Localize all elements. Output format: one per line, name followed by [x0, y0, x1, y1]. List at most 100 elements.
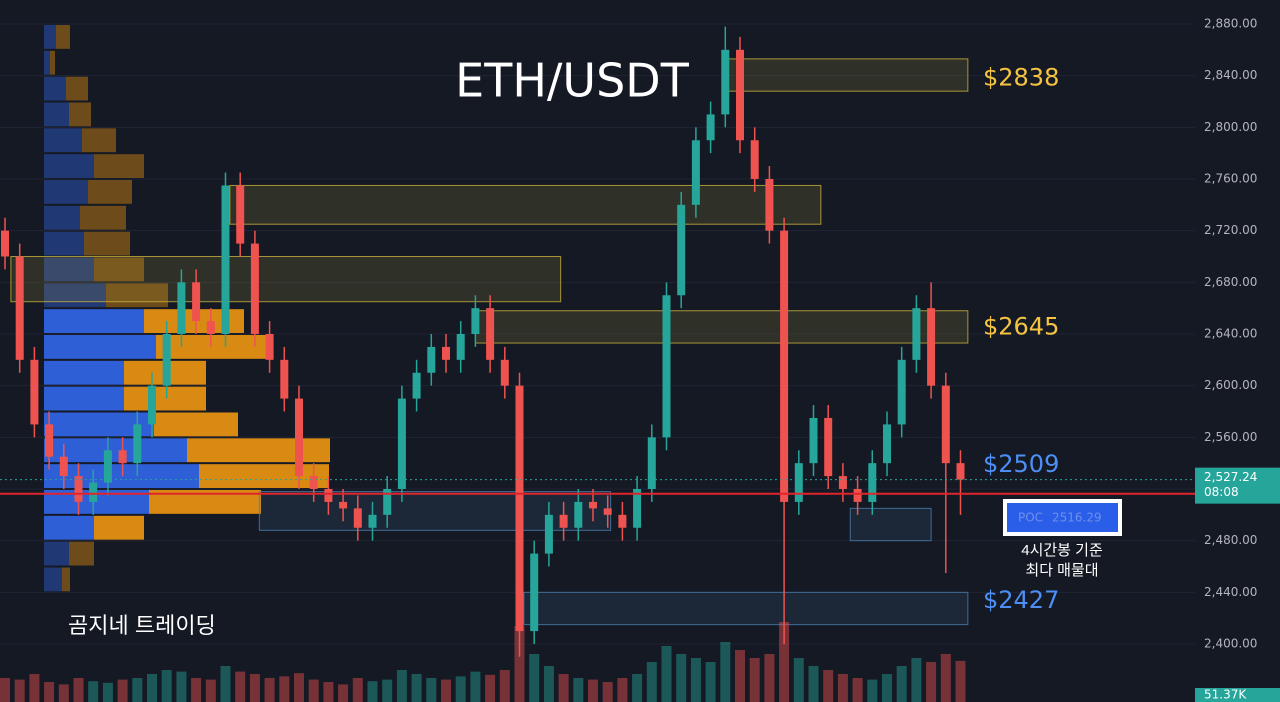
volume-bar — [396, 670, 407, 702]
volume-bar — [529, 654, 540, 702]
last-price-label: 2,527.24 — [1204, 470, 1257, 484]
profile-buy — [44, 231, 84, 256]
profile-sell — [124, 386, 206, 411]
profile-buy — [44, 50, 50, 75]
candle-body — [353, 508, 362, 528]
profile-sell — [66, 76, 88, 101]
profile-buy — [44, 102, 69, 127]
candle-body — [677, 204, 686, 296]
volume-bar — [117, 679, 128, 702]
candle-body — [868, 463, 877, 502]
candle-body — [280, 359, 289, 399]
price-axis — [1195, 0, 1280, 702]
volume-bar — [808, 666, 819, 702]
profile-sell — [154, 412, 238, 437]
y-tick-label: 2,840.00 — [1204, 68, 1257, 82]
profile-sell — [80, 205, 126, 230]
volume-bar — [161, 670, 172, 702]
volume-bar — [470, 671, 481, 702]
candle-body — [838, 476, 847, 489]
volume-bar — [543, 666, 554, 702]
candle-body — [397, 398, 406, 489]
candle-body — [59, 456, 68, 477]
profile-buy — [44, 412, 154, 437]
zone — [10, 256, 562, 303]
volume-label: 51.37K — [1204, 688, 1247, 702]
profile-sell — [50, 50, 55, 75]
candle-body — [618, 514, 627, 528]
volume-bar — [646, 662, 657, 702]
candle-body — [74, 476, 83, 502]
candle-body — [500, 359, 509, 386]
y-tick-label: 2,760.00 — [1204, 172, 1257, 186]
candle-body — [736, 49, 744, 141]
profile-buy — [44, 515, 94, 540]
profile-buy — [44, 257, 94, 282]
profile-sell — [56, 25, 70, 49]
volume-bar — [896, 666, 907, 702]
candle-body — [471, 308, 480, 334]
volume-bar — [308, 679, 319, 702]
profile-sell — [199, 464, 329, 488]
candle-body — [456, 334, 465, 360]
volume-bar — [779, 622, 790, 702]
volume-bar — [323, 682, 334, 702]
candle-body — [647, 437, 656, 489]
watermark: 곰지네 트레이딩 — [68, 613, 216, 638]
y-tick-label: 2,680.00 — [1204, 275, 1257, 289]
y-tick-label: 2,640.00 — [1204, 327, 1257, 341]
volume-bar — [852, 678, 863, 702]
volume-bar — [14, 679, 25, 702]
profile-sell — [69, 541, 94, 566]
candle-body — [133, 424, 142, 464]
poc-note: 4시간봉 기준 — [1021, 542, 1103, 559]
candle-body — [941, 385, 950, 464]
profile-buy — [44, 567, 62, 592]
volume-bar — [882, 674, 892, 702]
price-annotation: $2838 — [983, 63, 1059, 91]
volume-bar — [676, 654, 687, 702]
volume-bar — [264, 678, 275, 702]
y-tick-label: 2,400.00 — [1204, 637, 1257, 651]
volume-bar — [558, 674, 569, 702]
candle-body — [530, 553, 539, 632]
candle-body — [691, 140, 700, 205]
volume-bar — [426, 678, 437, 702]
volume-bar — [588, 679, 598, 702]
y-tick-label: 2,600.00 — [1204, 378, 1257, 392]
candle-body — [236, 185, 245, 244]
candle-body — [192, 282, 201, 322]
candle-body — [162, 334, 171, 386]
candle-body — [206, 321, 215, 334]
candle-body — [883, 424, 891, 464]
volume-bar — [455, 676, 466, 702]
profile-buy — [44, 541, 69, 566]
zone — [849, 507, 932, 542]
candle-body — [339, 501, 348, 509]
price-annotation: $2427 — [983, 586, 1059, 614]
candle-body — [956, 463, 965, 480]
volume-bar — [132, 678, 143, 702]
profile-sell — [88, 180, 132, 204]
candle-body — [559, 514, 568, 528]
volume-bar — [367, 681, 378, 702]
y-tick-label: 2,880.00 — [1204, 17, 1257, 31]
candle-body — [15, 256, 24, 360]
volume-bar — [44, 682, 55, 702]
candle-body — [927, 308, 936, 386]
volume-bar — [147, 674, 157, 702]
candle-body — [633, 489, 642, 528]
profile-sell — [69, 102, 91, 127]
profile-buy — [44, 464, 199, 488]
candle-body — [148, 385, 156, 425]
candle-body — [780, 230, 789, 502]
y-tick-label: 2,440.00 — [1204, 585, 1257, 599]
volume-bar — [720, 642, 731, 702]
volume-bar — [749, 658, 760, 702]
candle-body — [589, 501, 597, 509]
candle-body — [89, 482, 98, 502]
volume-bar — [735, 650, 745, 702]
volume-bar — [73, 678, 84, 702]
volume-bar — [382, 679, 393, 702]
